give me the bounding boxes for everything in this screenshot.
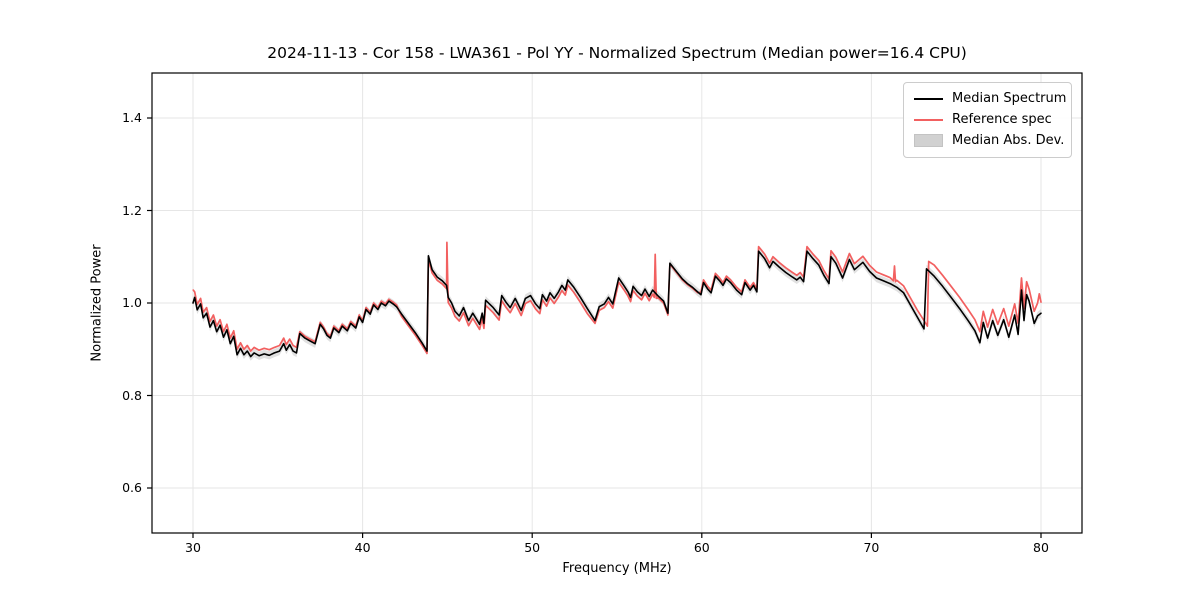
legend-item-reference-spec: Reference spec: [914, 109, 1061, 130]
axes-frame: [151, 72, 1083, 534]
x-tick-label: 50: [524, 540, 541, 555]
legend-label: Reference spec: [952, 112, 1052, 127]
axis-ticks: [147, 117, 1042, 538]
x-axis-label: Frequency (MHz): [562, 561, 672, 576]
gray-band-swatch: [914, 134, 943, 147]
median-abs-dev-band: [193, 247, 1041, 361]
y-tick-label: 1.2: [122, 202, 142, 218]
y-tick-label: 0.6: [122, 480, 142, 495]
spectrum-lines: [192, 241, 1042, 358]
legend-item-median-spectrum: Median Spectrum: [914, 88, 1066, 109]
median-abs-dev-polygon: [193, 247, 1041, 361]
legend-item-median-abs-dev: Median Abs. Dev.: [914, 130, 1065, 151]
x-tick-label: 40: [354, 540, 371, 555]
x-tick-label: 80: [1033, 540, 1049, 555]
y-tick-label: 0.8: [122, 387, 142, 403]
black-line-swatch: [914, 97, 943, 100]
legend-label: Median Spectrum: [952, 91, 1067, 106]
legend: Median Spectrum Reference spec Median Ab…: [903, 82, 1072, 158]
chart-title: 2024-11-13 - Cor 158 - LWA361 - Pol YY -…: [267, 44, 967, 62]
median-spectrum-line: [192, 250, 1042, 358]
y-tick-label: 1.0: [122, 295, 142, 310]
x-tick-label: 70: [863, 540, 880, 555]
red-line-swatch: [914, 118, 943, 121]
legend-label: Median Abs. Dev.: [952, 133, 1065, 148]
x-tick-label: 60: [693, 540, 710, 555]
x-tick-label: 30: [185, 540, 201, 555]
reference-spec-line: [192, 241, 1042, 355]
y-tick-label: 1.4: [122, 110, 142, 125]
